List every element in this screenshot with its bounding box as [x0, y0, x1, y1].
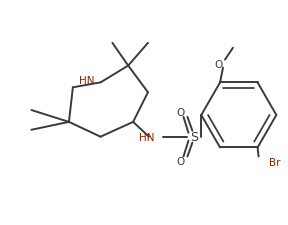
Text: O: O — [177, 108, 185, 117]
Text: HN: HN — [139, 132, 155, 142]
Text: HN: HN — [79, 76, 95, 86]
Text: S: S — [190, 130, 198, 144]
Text: Br: Br — [269, 158, 280, 168]
Text: O: O — [177, 157, 185, 167]
Text: O: O — [214, 59, 222, 69]
